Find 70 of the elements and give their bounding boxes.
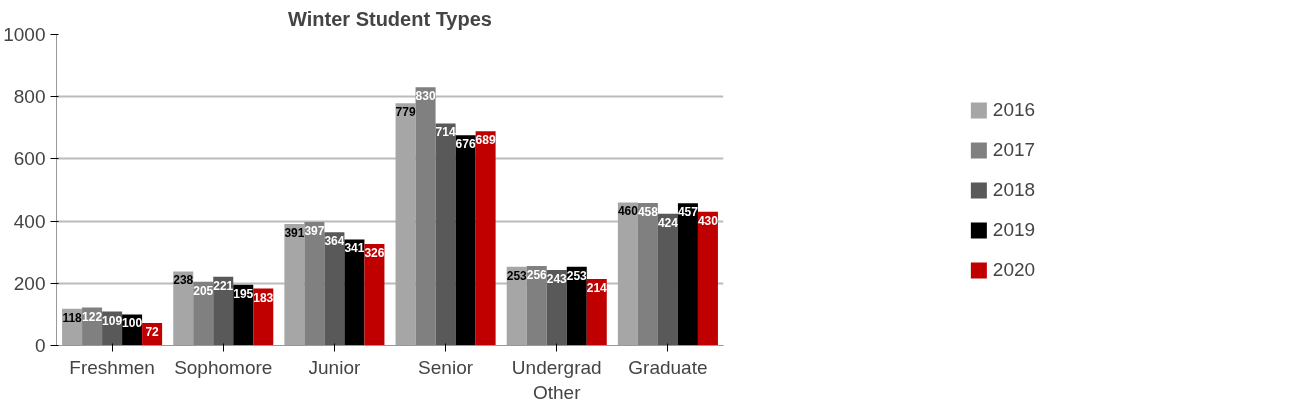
legend-label: 2016: [992, 98, 1036, 121]
y-tick-label: 600: [13, 148, 46, 170]
data-label: 391: [284, 225, 305, 240]
data-label: 430: [697, 213, 719, 228]
data-label: 341: [344, 241, 365, 256]
legend-label: 2020: [992, 258, 1036, 281]
x-tick-label: Freshmen: [69, 356, 155, 378]
bar: [677, 203, 698, 346]
bar: [415, 87, 436, 346]
bar: [617, 202, 638, 346]
bar: [284, 223, 305, 346]
chart-title: Winter Student Types: [288, 7, 492, 30]
y-tick-label: 400: [13, 210, 46, 232]
x-tick-label: Graduate: [628, 356, 708, 378]
data-label: 364: [324, 234, 345, 249]
data-label: 253: [506, 268, 528, 283]
data-label: 714: [435, 125, 456, 140]
bar: [546, 269, 567, 346]
bar: [586, 278, 607, 346]
data-label: 256: [526, 267, 548, 282]
bar: [324, 232, 345, 346]
x-tick-label: Sophomore: [174, 356, 273, 378]
data-label: 118: [62, 310, 83, 325]
data-label: 253: [566, 268, 588, 283]
legend-label: 2018: [992, 178, 1036, 201]
x-tick-label: Senior: [418, 356, 474, 378]
bar: [506, 266, 527, 346]
bar: [526, 265, 547, 346]
legend-label: 2019: [992, 218, 1036, 241]
data-label: 779: [395, 105, 416, 120]
data-label: 195: [233, 286, 254, 301]
x-tick-label: Junior: [308, 356, 361, 378]
data-label: 109: [102, 313, 123, 328]
data-label: 238: [173, 273, 194, 288]
bar: [173, 271, 194, 346]
x-tick-label: Undergrad Other: [511, 356, 602, 403]
data-label: 72: [145, 325, 160, 340]
bar: [344, 239, 365, 346]
data-label: 458: [637, 205, 659, 220]
data-label: 326: [364, 246, 385, 261]
data-label: 830: [415, 89, 436, 104]
data-label: 205: [193, 283, 214, 298]
data-label: 183: [253, 290, 274, 305]
data-label: 397: [304, 224, 325, 239]
y-tick-label: 200: [13, 272, 46, 294]
data-label: 689: [475, 133, 496, 148]
bar: [304, 222, 325, 346]
bar: [637, 203, 658, 346]
data-label: 424: [657, 215, 679, 230]
bar: [475, 131, 496, 346]
bar: [364, 244, 385, 346]
bar: [697, 211, 718, 346]
data-label: 457: [677, 205, 699, 220]
data-label: 676: [455, 137, 476, 152]
y-tick-label: 0: [34, 335, 46, 356]
data-label: 221: [213, 278, 234, 293]
data-label: 122: [82, 309, 103, 324]
bar: [213, 276, 234, 346]
bar: [395, 103, 416, 346]
data-label: 243: [546, 271, 568, 286]
y-tick-label: 800: [13, 86, 46, 108]
bar: [566, 266, 587, 346]
data-label: 100: [122, 316, 143, 331]
y-tick-label: 1000: [3, 24, 46, 45]
data-label: 214: [586, 280, 608, 295]
bar: [657, 213, 678, 346]
legend-label: 2017: [992, 138, 1036, 161]
data-label: 460: [617, 204, 639, 219]
bar: [455, 135, 476, 346]
bar: [435, 123, 456, 346]
